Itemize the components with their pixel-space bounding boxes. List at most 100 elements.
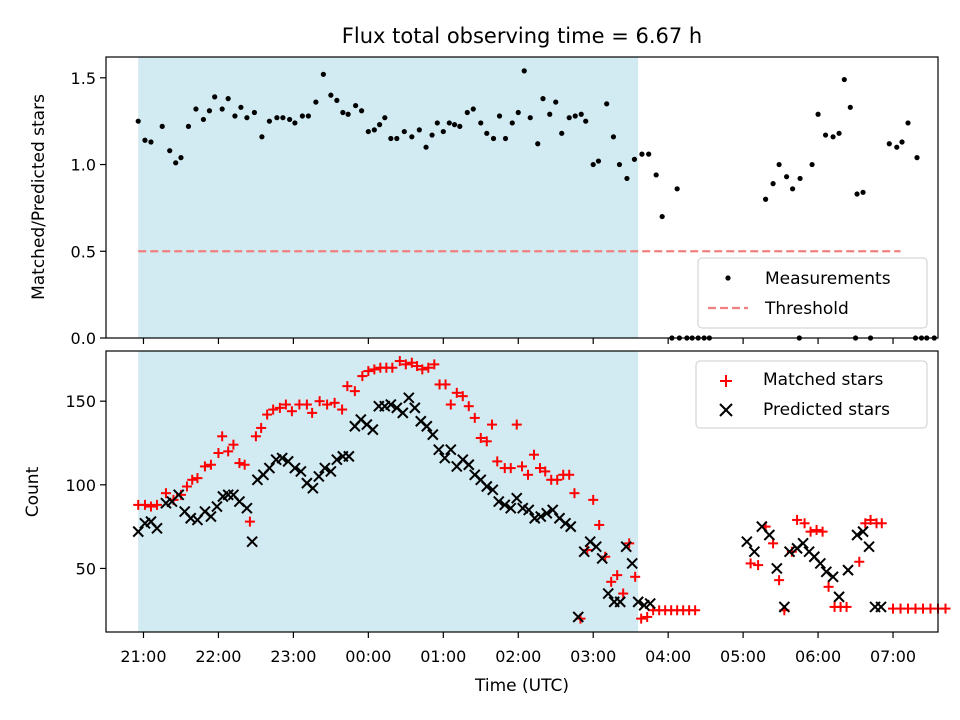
matched-star-point-43: [406, 357, 417, 368]
measurement-point-98: [894, 144, 900, 150]
predicted-star-point-81: [626, 557, 638, 570]
matched-star-point-78: [612, 570, 623, 581]
matched-star-point-20: [256, 422, 267, 433]
measurement-point-66: [566, 115, 572, 121]
predicted-star-point-45: [409, 402, 421, 414]
predicted-star-point-75: [590, 540, 602, 553]
matched-star-point-35: [357, 371, 368, 382]
predicted-star-point-80: [620, 540, 632, 553]
measurement-point-96: [860, 189, 866, 195]
legend-measurements-label: Measurements: [765, 269, 891, 289]
matched-star-point-56: [481, 436, 492, 447]
measurement-point-28: [328, 92, 334, 98]
measurement-point-90: [822, 132, 829, 138]
measurement-point-22: [287, 116, 293, 123]
matched-star-point-101: [805, 526, 816, 537]
bottom-legend-box: [695, 360, 928, 429]
matched-star-point-50: [445, 399, 456, 410]
matched-star-point-13: [217, 431, 228, 442]
measurement-point-79: [653, 172, 659, 178]
top-y-tick-label-3: 1.5: [71, 69, 96, 88]
matched-star-point-1: [139, 499, 150, 510]
predicted-star-point-73: [578, 546, 590, 558]
legend-predicted-marker: [719, 403, 733, 417]
predicted-star-point-91: [783, 546, 796, 558]
measurement-point-11: [212, 94, 218, 100]
measurement-point-0: [135, 118, 141, 124]
matched-star-point-22: [268, 404, 279, 415]
matched-star-point-42: [400, 359, 411, 370]
measurement-point-97: [886, 141, 892, 147]
matched-star-point-96: [774, 575, 785, 586]
predicted-star-point-84: [644, 597, 656, 610]
matched-star-point-47: [429, 359, 440, 370]
matched-star-point-23: [274, 402, 285, 413]
matched-star-point-64: [528, 449, 539, 460]
measurement-point-10: [206, 108, 213, 114]
matched-star-point-107: [841, 601, 852, 612]
measurement-point-5: [173, 160, 179, 166]
matched-star-point-99: [792, 514, 803, 525]
predicted-star-point-88: [763, 529, 776, 541]
measurement-point-101: [914, 155, 920, 161]
matched-star-point-83: [642, 611, 653, 622]
measurement-point-87: [797, 175, 803, 182]
predicted-star-point-62: [511, 492, 523, 504]
matched-star-point-49: [440, 379, 451, 390]
matched-star-point-120: [940, 603, 951, 614]
measurement-point-57: [509, 120, 515, 126]
predicted-star-point-57: [481, 480, 493, 493]
matched-star-point-75: [594, 519, 605, 530]
x-tick-label-2: 23:00: [270, 647, 316, 666]
measurement-point-89: [815, 111, 821, 117]
measurement-point-93: [841, 76, 847, 83]
matched-star-point-65: [534, 463, 545, 474]
matched-star-point-110: [865, 514, 876, 525]
top-y-ticks: 0.0 0.5 1.0 1.5: [71, 69, 106, 348]
measurement-point-13: [225, 96, 231, 102]
measurement-point-70: [590, 161, 596, 168]
matched-star-point-8: [187, 474, 198, 485]
matched-star-point-54: [469, 412, 480, 423]
measurement-point-18: [259, 134, 265, 140]
measurement-point-32: [353, 102, 359, 109]
matched-star-point-16: [234, 458, 245, 469]
measurement-point-61: [535, 141, 541, 147]
measurement-point-29: [334, 97, 340, 103]
measurement-point-65: [559, 130, 565, 136]
bottom-legend: Matched stars Predicted stars: [695, 360, 928, 429]
measurement-point-77: [639, 151, 645, 157]
measurement-point-43: [423, 144, 429, 150]
matched-star-point-100: [799, 518, 810, 529]
predicted-star-point-8: [184, 512, 197, 524]
measurement-point-67: [572, 113, 578, 119]
predicted-star-point-29: [313, 470, 325, 483]
measurement-point-34: [365, 128, 371, 135]
top-y-tick-label-2: 1.0: [71, 156, 96, 175]
measurement-point-14: [232, 113, 238, 119]
bottom-y-tick-label-1: 100: [65, 476, 96, 495]
measurement-point-91: [830, 134, 836, 140]
measurement-point-39: [394, 135, 400, 142]
measurement-point-69: [583, 118, 589, 124]
measurement-point-80: [659, 213, 665, 220]
predicted-star-point-93: [797, 537, 809, 550]
measurement-point-48: [451, 122, 458, 128]
legend-matched-label: Matched stars: [763, 370, 883, 390]
measurement-point-58: [515, 109, 521, 116]
matched-star-point-92: [745, 558, 756, 569]
matched-star-point-108: [854, 556, 865, 567]
matched-star-point-40: [387, 362, 398, 373]
x-tick-label-4: 01:00: [420, 647, 466, 666]
predicted-star-point-50: [439, 452, 451, 464]
measurement-point-21: [280, 115, 286, 121]
measurement-point-15: [238, 104, 244, 110]
measurement-point-44: [429, 132, 435, 138]
matched-star-point-37: [369, 364, 380, 375]
measurement-point-47: [446, 120, 452, 126]
measurement-point-45: [434, 120, 440, 126]
measurement-point-24: [299, 113, 305, 119]
matched-star-point-62: [517, 461, 527, 472]
matched-star-point-14: [223, 446, 234, 457]
